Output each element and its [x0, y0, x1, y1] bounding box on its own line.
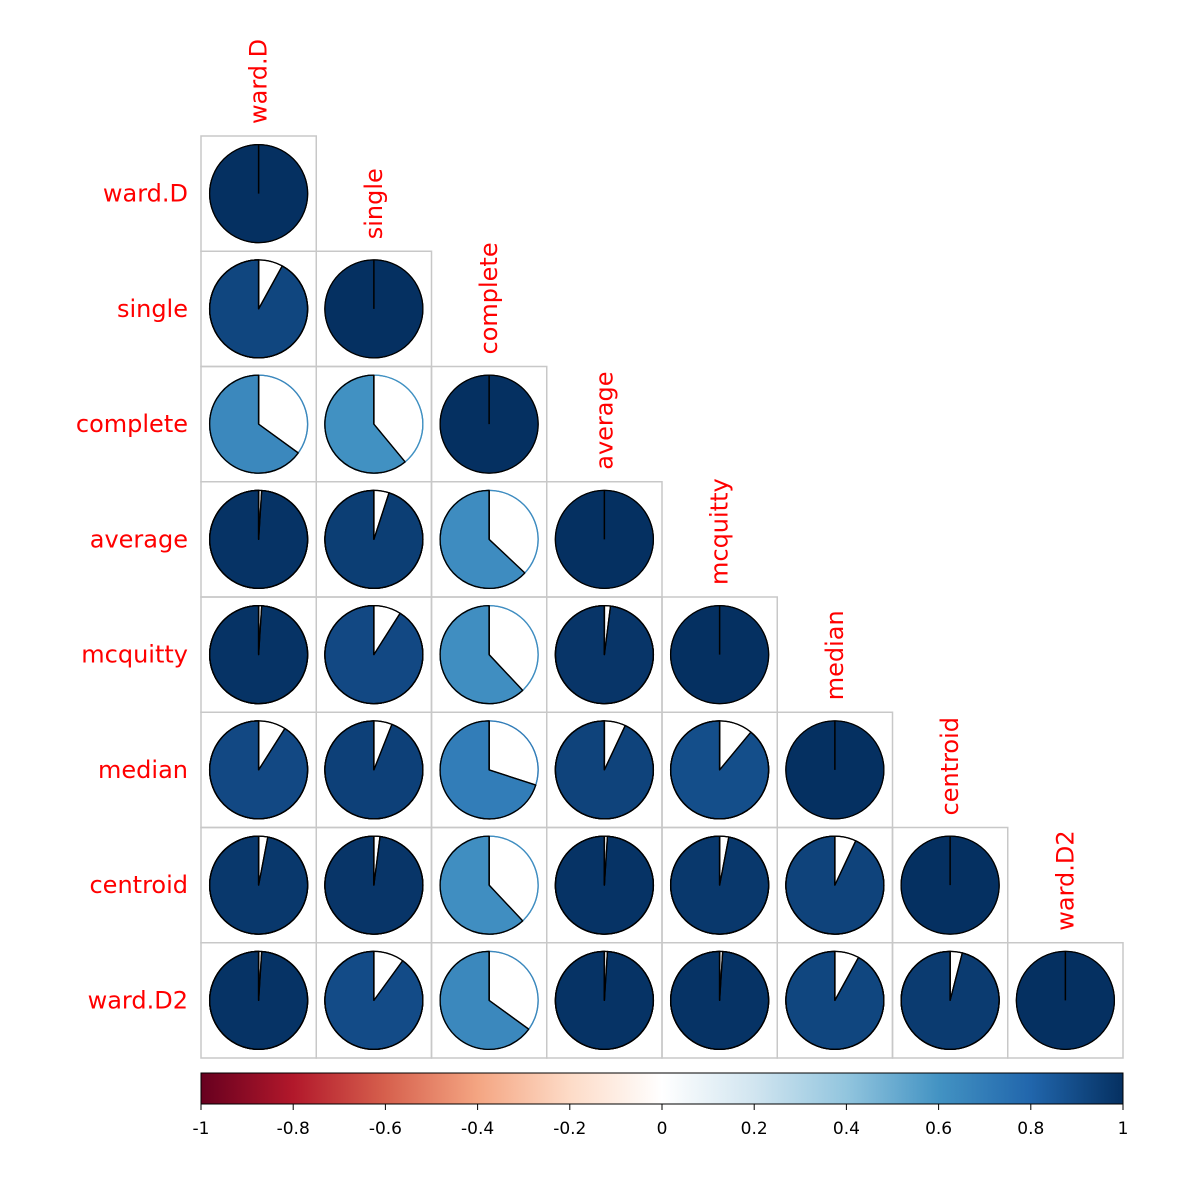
pie-average-ward-d [208, 489, 309, 590]
pie-ward-d2-ward-d [208, 950, 309, 1051]
pie-single-ward-d [208, 259, 309, 359]
row-label-centroid: centroid [89, 871, 188, 899]
row-label-ward-d2: ward.D2 [88, 986, 188, 1014]
col-label-ward-d: ward.D [245, 39, 273, 124]
pie-centroid-single [324, 835, 424, 935]
pie-average-complete [439, 489, 539, 590]
pie-median-mcquitty [669, 720, 770, 820]
pie-ward-d2-mcquitty [669, 950, 770, 1051]
pie-median-single [324, 720, 424, 820]
col-label-mcquitty: mcquitty [706, 478, 734, 585]
col-label-centroid: centroid [936, 717, 964, 816]
pie-mcquitty-single [324, 604, 424, 705]
col-label-ward-d2: ward.D2 [1051, 830, 1079, 930]
pie-centroid-ward-d [208, 835, 309, 935]
pie-median-complete [439, 720, 539, 820]
pie-ward-d2-median [785, 950, 885, 1051]
row-label-average: average [90, 525, 188, 553]
colorbar-tick-label: -0.4 [461, 1119, 494, 1139]
col-label-average: average [590, 372, 618, 470]
colorbar-tick-label: 0.4 [833, 1119, 860, 1139]
colorbar-tick-label: 0.2 [741, 1119, 768, 1139]
pie-complete-single [324, 374, 424, 474]
row-label-median: median [98, 756, 188, 784]
pie-mcquitty-average [554, 604, 655, 705]
colorbar-tick-label: 0.6 [925, 1119, 952, 1139]
pie-complete-ward-d [208, 374, 309, 474]
pie-centroid-complete [439, 835, 539, 935]
pie-centroid-median [785, 835, 885, 935]
pie-median-average [554, 720, 655, 820]
pie-mcquitty-mcquitty [669, 604, 770, 705]
pie-single-single [324, 259, 424, 359]
pie-median-median [785, 720, 885, 820]
pie-average-single [324, 489, 424, 590]
colorbar-gradient [200, 1072, 1124, 1105]
pie-ward-d2-centroid [900, 950, 1000, 1051]
col-label-complete: complete [475, 242, 503, 354]
pie-marks [208, 143, 1116, 1051]
pie-ward-d2-average [554, 950, 655, 1051]
colorbar-tick-label: -1 [193, 1119, 210, 1139]
pie-mcquitty-complete [439, 604, 539, 705]
colorbar-tick-label: -0.6 [369, 1119, 402, 1139]
colorbar-tick-label: 1 [1118, 1119, 1129, 1139]
pie-complete-complete [439, 374, 539, 474]
pie-median-ward-d [208, 720, 309, 820]
row-label-mcquitty: mcquitty [81, 641, 188, 669]
pie-ward-d2-single [324, 950, 424, 1051]
pie-ward-d2-complete [439, 950, 539, 1051]
pie-mcquitty-ward-d [208, 604, 309, 705]
pie-average-average [554, 489, 655, 590]
grid-cell-ward-d2-ward-d2 [1007, 942, 1124, 1059]
row-label-complete: complete [76, 410, 188, 438]
row-label-single: single [117, 295, 188, 323]
colorbar-tick-label: 0.8 [1017, 1119, 1044, 1139]
pie-ward-d2-ward-d2 [1015, 950, 1116, 1051]
colorbar-tick-label: 0 [657, 1119, 668, 1139]
pie-centroid-mcquitty [669, 835, 770, 935]
variable-labels: ward.D ward.D single single complete complete… [76, 39, 1079, 1015]
colorbar-tick-label: -0.2 [553, 1119, 586, 1139]
grid-cells [200, 135, 1124, 1059]
col-label-single: single [360, 168, 388, 239]
pie-centroid-centroid [900, 835, 1000, 935]
row-label-ward-d: ward.D [103, 180, 188, 208]
colorbar-tick-label: -0.8 [277, 1119, 310, 1139]
col-label-median: median [821, 610, 849, 700]
colorbar: -1 -0.8 -0.6 -0.4 -0.2 0 0.2 0.4 0.6 0.8 1 [193, 1072, 1129, 1139]
pie-ward-d-ward-d [208, 143, 309, 244]
pie-centroid-average [554, 835, 655, 935]
